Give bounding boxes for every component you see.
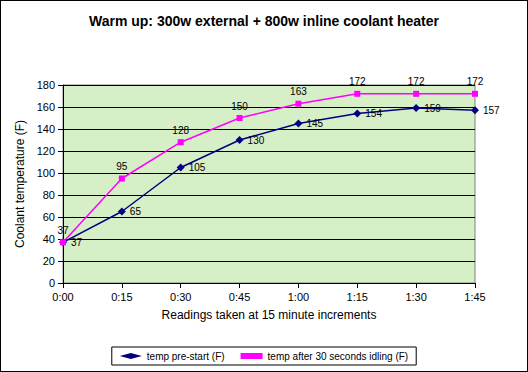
- svg-text:0:30: 0:30: [170, 291, 191, 303]
- svg-text:95: 95: [116, 161, 128, 172]
- svg-text:1:45: 1:45: [464, 291, 485, 303]
- svg-text:Readings taken at 15 minute in: Readings taken at 15 minute increments: [162, 308, 377, 322]
- svg-text:130: 130: [248, 135, 265, 146]
- svg-text:157: 157: [483, 105, 500, 116]
- svg-text:1:15: 1:15: [347, 291, 368, 303]
- svg-text:180: 180: [37, 79, 55, 91]
- svg-text:Warm up: 300w external + 800w: Warm up: 300w external + 800w inline coo…: [89, 13, 440, 29]
- svg-text:128: 128: [172, 125, 189, 136]
- svg-text:60: 60: [43, 211, 55, 223]
- svg-text:40: 40: [43, 233, 55, 245]
- svg-text:80: 80: [43, 189, 55, 201]
- svg-text:temp pre-start (F): temp pre-start (F): [147, 351, 225, 362]
- svg-text:65: 65: [130, 206, 142, 217]
- svg-text:105: 105: [189, 162, 206, 173]
- svg-text:100: 100: [37, 167, 55, 179]
- svg-text:37: 37: [57, 225, 69, 236]
- svg-text:163: 163: [290, 86, 307, 97]
- svg-text:Coolant temperature (F): Coolant temperature (F): [13, 120, 27, 248]
- svg-text:159: 159: [424, 103, 441, 114]
- svg-text:140: 140: [37, 123, 55, 135]
- svg-text:0: 0: [49, 277, 55, 289]
- svg-text:150: 150: [231, 101, 248, 112]
- svg-text:172: 172: [467, 76, 484, 87]
- svg-text:145: 145: [306, 118, 323, 129]
- svg-text:120: 120: [37, 145, 55, 157]
- svg-text:1:00: 1:00: [288, 291, 309, 303]
- svg-text:154: 154: [365, 108, 382, 119]
- svg-text:1:30: 1:30: [405, 291, 426, 303]
- svg-text:0:15: 0:15: [111, 291, 132, 303]
- svg-text:172: 172: [349, 76, 366, 87]
- svg-text:37: 37: [71, 237, 83, 248]
- svg-text:160: 160: [37, 101, 55, 113]
- svg-text:172: 172: [408, 76, 425, 87]
- svg-text:0:00: 0:00: [52, 291, 73, 303]
- svg-text:20: 20: [43, 255, 55, 267]
- svg-text:0:45: 0:45: [229, 291, 250, 303]
- svg-text:temp after 30 seconds idling (: temp after 30 seconds idling (F): [268, 351, 409, 362]
